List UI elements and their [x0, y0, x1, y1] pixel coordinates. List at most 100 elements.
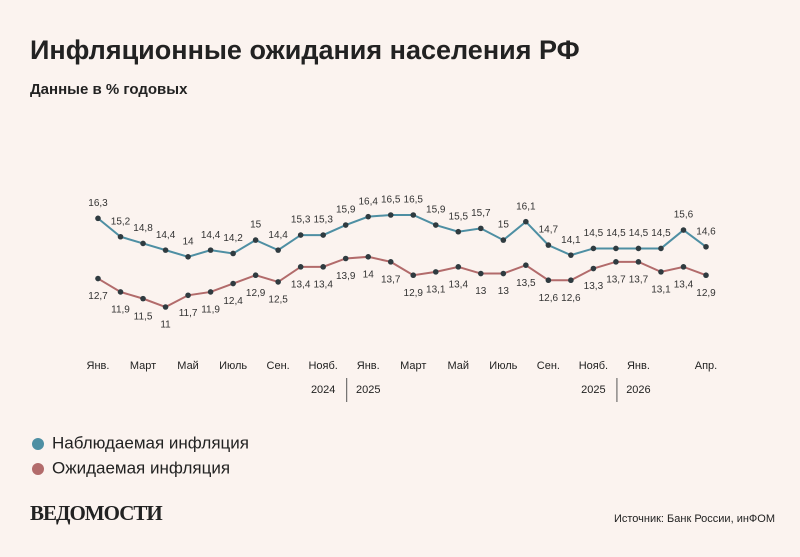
year-label: 2025 — [356, 384, 380, 396]
data-point — [410, 212, 417, 218]
data-label: 16,5 — [381, 195, 401, 206]
data-label: 12,9 — [696, 288, 716, 299]
data-point — [320, 264, 326, 270]
data-point — [500, 270, 507, 277]
data-label: 12,6 — [539, 293, 559, 304]
data-point — [568, 252, 574, 258]
data-point — [658, 245, 664, 252]
data-label: 15,6 — [674, 210, 694, 221]
data-label: 13,5 — [516, 278, 536, 289]
data-point — [680, 227, 687, 233]
data-label: 13,7 — [381, 274, 401, 285]
data-point — [432, 222, 439, 228]
data-point — [613, 259, 619, 265]
data-point — [117, 233, 124, 240]
data-label: 13,9 — [336, 271, 356, 282]
data-label: 15,3 — [313, 215, 333, 226]
data-label: 11,9 — [111, 305, 130, 316]
x-tick-label: Янв. — [357, 360, 380, 372]
data-point — [252, 272, 259, 279]
data-label: 14,8 — [133, 223, 153, 234]
source: Источник: Банк России, инФОМ — [614, 513, 775, 525]
data-point — [230, 280, 236, 287]
data-label: 12,4 — [223, 296, 243, 307]
data-label: 12,9 — [404, 288, 424, 299]
chart-title: Инфляционные ожидания населения РФ — [30, 35, 580, 65]
data-point — [410, 272, 417, 279]
data-point — [500, 237, 507, 243]
data-point — [478, 270, 484, 277]
x-tick-label: Апр. — [695, 360, 717, 372]
data-label: 14,4 — [156, 230, 176, 241]
data-label: 13,4 — [291, 279, 311, 290]
data-point — [297, 232, 304, 238]
data-point — [252, 237, 259, 243]
data-point — [680, 264, 687, 270]
x-tick-label: Май — [448, 360, 470, 372]
data-label: 14 — [363, 269, 375, 280]
data-label: 14,4 — [201, 230, 221, 241]
data-point — [590, 245, 597, 252]
data-point — [342, 255, 349, 262]
data-label: 15 — [498, 220, 510, 231]
chart-subtitle: Данные в % годовых — [30, 81, 188, 98]
data-point — [455, 228, 462, 235]
data-point — [365, 213, 372, 220]
data-label: 14,7 — [539, 225, 559, 236]
year-label: 2025 — [581, 384, 605, 396]
data-point — [523, 218, 529, 225]
data-point — [568, 277, 574, 284]
data-point — [635, 245, 642, 252]
data-label: 16,5 — [404, 195, 424, 206]
data-label: 15 — [250, 220, 262, 231]
legend-marker — [32, 438, 44, 450]
data-point — [613, 245, 619, 252]
data-label: 14,5 — [606, 228, 626, 239]
data-label: 14,4 — [268, 230, 288, 241]
data-point — [523, 262, 529, 268]
data-label: 12,9 — [246, 288, 266, 299]
series-line — [97, 255, 707, 309]
data-point — [365, 254, 372, 260]
x-tick-label: Нояб. — [579, 360, 608, 372]
data-point — [297, 264, 304, 270]
data-point — [342, 222, 349, 228]
data-point — [275, 247, 281, 253]
data-label: 14,5 — [651, 228, 671, 239]
data-label: 13,4 — [674, 279, 694, 290]
data-point — [590, 265, 597, 272]
data-point — [207, 289, 214, 295]
data-label: 15,5 — [449, 211, 469, 222]
data-point — [140, 295, 146, 302]
data-point — [185, 292, 191, 299]
series-line — [97, 214, 707, 258]
data-label: 16,1 — [516, 201, 536, 212]
x-tick-label: Июль — [219, 360, 247, 372]
data-point — [545, 242, 552, 248]
data-label: 14 — [183, 236, 195, 247]
data-point — [455, 264, 462, 270]
data-label: 14,5 — [629, 228, 649, 239]
data-point — [207, 247, 214, 253]
data-point — [140, 240, 146, 247]
data-point — [95, 215, 101, 222]
data-label: 15,9 — [426, 205, 446, 216]
data-point — [635, 259, 642, 265]
x-tick-label: Янв. — [627, 360, 650, 372]
legend-marker — [32, 463, 44, 475]
data-label: 11,7 — [179, 308, 198, 319]
data-point — [432, 269, 439, 275]
data-point — [230, 250, 236, 257]
data-point — [387, 212, 394, 218]
data-label: 13,4 — [449, 279, 469, 290]
data-label: 14,1 — [561, 235, 581, 246]
x-tick-label: Май — [177, 360, 199, 372]
x-tick-label: Нояб. — [308, 360, 337, 372]
data-point — [387, 259, 394, 265]
data-label: 13,7 — [606, 274, 626, 285]
data-label: 12,7 — [88, 291, 108, 302]
data-label: 15,7 — [471, 208, 491, 219]
data-point — [545, 277, 552, 284]
data-label: 11 — [160, 320, 171, 331]
